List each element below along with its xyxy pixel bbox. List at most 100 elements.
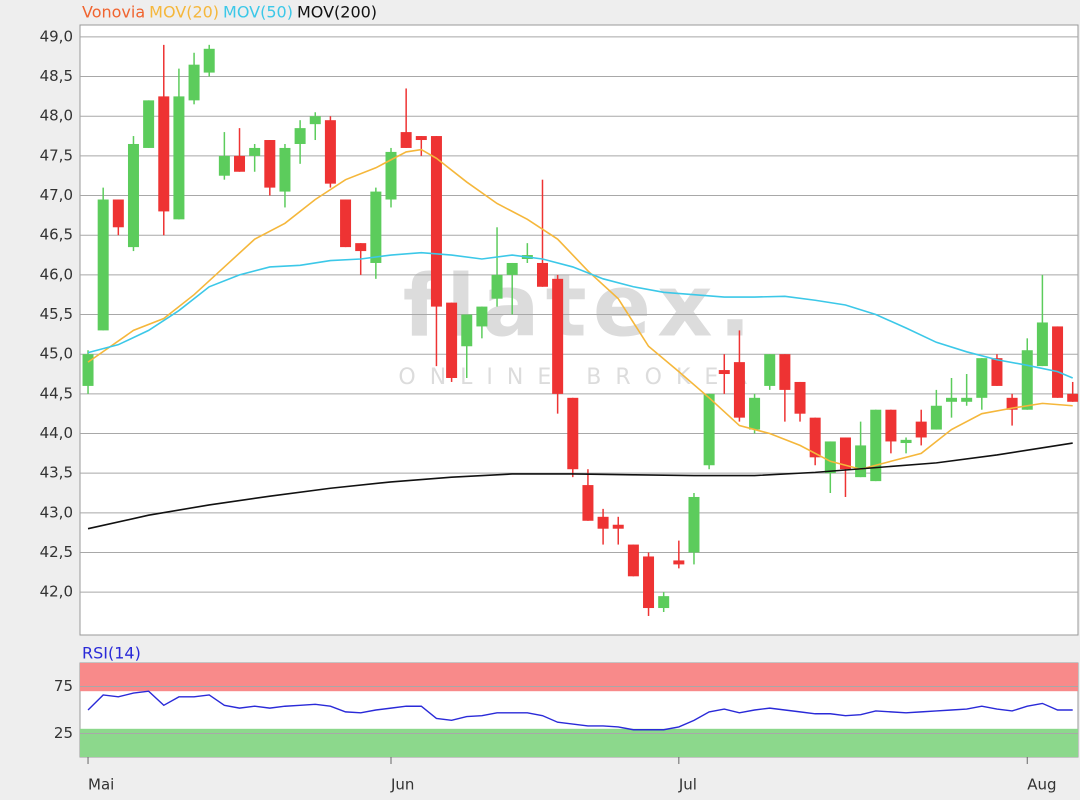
candle-body [97, 199, 109, 331]
candle-body [355, 243, 367, 252]
candle-body [430, 136, 442, 307]
moving-average [87, 442, 1073, 530]
candle-body [764, 354, 776, 386]
candle-body [1067, 393, 1078, 402]
y-tick-label: 43,0 [40, 503, 73, 521]
x-tick-label: Aug [1027, 776, 1056, 794]
candle-body [173, 96, 185, 220]
candle-body [703, 393, 715, 466]
y-tick-label: 47,0 [40, 186, 73, 204]
candle-body [658, 596, 670, 609]
candle-body [476, 306, 488, 327]
candle-body [718, 370, 730, 375]
legend-entry: MOV(200) [297, 3, 377, 22]
candle-body [249, 147, 261, 156]
candle-body [491, 274, 503, 299]
candle-body [915, 421, 927, 438]
candle-body [461, 314, 473, 347]
candle-body [673, 560, 685, 565]
candle-body [112, 199, 124, 228]
candle-body [340, 199, 352, 248]
candle-body [839, 437, 851, 470]
x-tick-label: Mai [88, 776, 114, 794]
candle-body [294, 128, 306, 144]
candle-body [779, 354, 791, 390]
candle-body [1036, 322, 1048, 367]
legend-entry: Vonovia [82, 3, 145, 22]
candle-body [400, 132, 412, 148]
candle-body [279, 147, 291, 192]
rsi-line [87, 690, 1073, 731]
candle-body [900, 439, 912, 444]
candle-body [234, 155, 246, 172]
candle-body [870, 409, 882, 482]
candle-body [506, 262, 518, 275]
y-tick-label: 49,0 [40, 27, 73, 45]
candle-body [143, 100, 155, 148]
y-tick-label: 44,5 [40, 384, 73, 402]
candle-body [597, 516, 609, 529]
candle-body [733, 362, 745, 418]
candle-body [643, 556, 655, 609]
candle-body [127, 143, 139, 248]
candle-body [536, 262, 548, 287]
candle-body [885, 409, 897, 442]
y-tick-label: 46,0 [40, 265, 73, 283]
candle-body [82, 354, 94, 386]
watermark-brand: flatex. [403, 256, 758, 356]
candle-body [749, 397, 761, 430]
y-tick-label: 42,5 [40, 543, 73, 561]
candle-body [1052, 326, 1064, 398]
candle-body [688, 496, 700, 553]
y-tick-label: 43,5 [40, 464, 73, 482]
candle-body [582, 485, 594, 521]
candle-body [415, 136, 427, 141]
y-tick-label: 44,0 [40, 424, 73, 442]
legend-entry: MOV(50) [223, 3, 293, 22]
candle-body [930, 405, 942, 430]
legend-entry: MOV(20) [149, 3, 219, 22]
rsi-label: RSI(14) [82, 644, 141, 663]
candle-body [324, 120, 336, 184]
y-tick-label: 46,5 [40, 226, 73, 244]
candle-body [1006, 397, 1018, 410]
candle-body [946, 397, 958, 402]
candle-body [218, 155, 230, 176]
candle-body [446, 302, 458, 378]
x-tick-label: Jun [390, 776, 414, 794]
candle-body [203, 48, 215, 73]
rsi-area [80, 663, 1078, 757]
candle-body [855, 445, 867, 478]
candle-body [976, 358, 988, 398]
candle-body [824, 441, 836, 474]
y-tick-label: 48,5 [40, 67, 73, 85]
y-tick-label: 45,5 [40, 305, 73, 323]
moving-average [87, 148, 1073, 471]
candle-body [552, 278, 564, 394]
candle-body [567, 397, 579, 470]
y-tick-label: 47,5 [40, 146, 73, 164]
candle-body [385, 151, 397, 200]
candle-body [264, 140, 276, 188]
y-tick-label: 75 [54, 677, 73, 695]
candle-body [158, 96, 170, 212]
candle-body [991, 358, 1003, 386]
candle-body [961, 397, 973, 402]
y-tick-label: 25 [54, 724, 73, 742]
candle-body [809, 417, 821, 458]
candle-body [370, 191, 382, 263]
y-tick-label: 45,0 [40, 345, 73, 363]
moving-average [87, 251, 1074, 379]
candle-body [309, 116, 321, 125]
plot-area [82, 44, 1078, 616]
candle-body [188, 64, 200, 101]
y-tick-label: 48,0 [40, 107, 73, 125]
candle-body [627, 544, 639, 577]
y-tick-label: 42,0 [40, 583, 73, 601]
x-tick-label: Jul [678, 776, 697, 794]
candle-body [794, 381, 806, 414]
candle-body [612, 524, 624, 529]
candle-body [1021, 350, 1033, 410]
watermark: flatex.ONLINE BROKER [398, 256, 758, 390]
